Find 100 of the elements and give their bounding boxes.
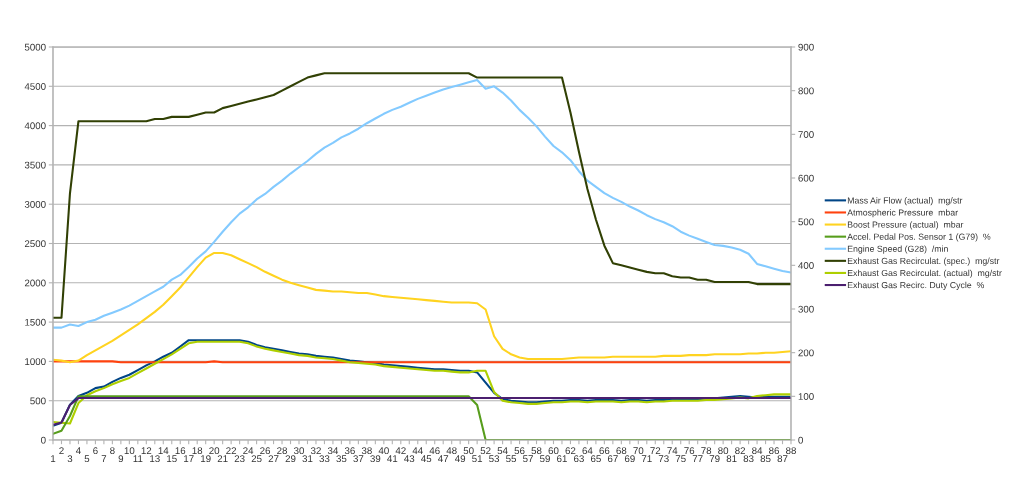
x-tick-label: 17 <box>184 455 194 462</box>
x-tick-label: 40 <box>378 447 389 455</box>
x-tick-label: 83 <box>743 455 754 463</box>
x-tick-label: 80 <box>718 447 729 455</box>
x-tick-label: 4 <box>75 447 81 454</box>
x-tick-label: 42 <box>395 447 406 454</box>
y-tick-label: 3000 <box>24 200 46 208</box>
legend-label: Exhaust Gas Recirculat. (spec.) mg/str <box>847 257 1000 266</box>
y2-tick-label: 800 <box>798 87 814 95</box>
x-tick-label: 81 <box>726 455 737 463</box>
y-tick-label: 5000 <box>24 43 46 51</box>
x-tick-label: 84 <box>752 447 763 455</box>
x-tick-label: 44 <box>412 447 423 454</box>
x-tick-label: 86 <box>769 447 780 455</box>
y2-tick-label: 400 <box>798 262 814 269</box>
x-tick-label: 24 <box>243 447 254 454</box>
x-tick-label: 9 <box>118 455 124 463</box>
x-tick-label: 59 <box>539 455 550 463</box>
x-tick-label: 21 <box>217 455 228 462</box>
x-tick-label: 72 <box>650 447 661 454</box>
x-tick-label: 67 <box>607 455 618 463</box>
x-tick-label: 45 <box>421 455 432 463</box>
y-tick-label: 500 <box>30 397 46 405</box>
x-tick-label: 70 <box>633 447 644 455</box>
x-tick-label: 22 <box>226 447 237 454</box>
legend-label: Mass Air Flow (actual) mg/str <box>847 197 963 206</box>
y2-tick-label: 200 <box>798 349 814 357</box>
x-tick-label: 74 <box>667 447 678 454</box>
x-tick-label: 6 <box>93 447 98 455</box>
x-tick-label: 35 <box>336 455 347 463</box>
x-tick-label: 41 <box>387 455 398 462</box>
x-tick-label: 64 <box>582 447 593 455</box>
x-tick-label: 48 <box>446 447 457 455</box>
y-tick-label: 1500 <box>25 318 46 326</box>
x-tick-label: 10 <box>124 447 135 455</box>
x-tick-label: 63 <box>574 455 584 463</box>
x-tick-label: 62 <box>565 447 576 455</box>
y-tick-label: 2000 <box>24 279 46 287</box>
x-tick-label: 18 <box>192 447 203 455</box>
x-tick-label: 23 <box>234 455 245 463</box>
x-tick-label: 61 <box>557 455 567 463</box>
x-tick-label: 66 <box>599 447 610 455</box>
x-tick-label: 5 <box>84 455 90 463</box>
y-tick-label: 0 <box>41 436 46 444</box>
y2-tick-label: 900 <box>798 43 814 51</box>
y-tick-label: 3500 <box>24 161 46 169</box>
x-tick-label: 16 <box>175 447 186 455</box>
x-tick-label: 87 <box>777 455 788 463</box>
y2-tick-label: 700 <box>798 131 814 138</box>
x-tick-label: 8 <box>110 447 115 455</box>
x-tick-label: 29 <box>285 455 296 463</box>
x-tick-label: 34 <box>327 447 339 455</box>
x-tick-label: 11 <box>133 455 143 462</box>
x-tick-label: 26 <box>260 447 271 455</box>
x-tick-label: 46 <box>429 447 440 455</box>
x-tick-label: 88 <box>786 447 796 455</box>
x-tick-label: 51 <box>472 455 483 463</box>
x-tick-label: 13 <box>150 455 160 463</box>
x-tick-label: 1 <box>51 455 56 462</box>
x-tick-label: 38 <box>361 447 372 455</box>
x-tick-label: 58 <box>531 447 542 455</box>
y2-tick-label: 300 <box>798 305 814 313</box>
legend-label: Atmospheric Pressure mbar <box>847 209 958 218</box>
x-tick-label: 56 <box>514 447 525 455</box>
legend-label: Accel. Pedal Pos. Sensor 1 (G79) % <box>847 233 991 242</box>
x-tick-label: 79 <box>709 455 720 463</box>
x-tick-label: 19 <box>201 455 211 463</box>
x-tick-label: 20 <box>209 447 220 455</box>
x-tick-label: 54 <box>497 447 508 455</box>
x-tick-label: 68 <box>616 447 627 455</box>
y-tick-label: 2500 <box>24 240 46 248</box>
x-tick-label: 78 <box>701 447 712 455</box>
x-tick-label: 60 <box>548 447 559 455</box>
x-tick-label: 69 <box>624 455 635 463</box>
y2-tick-label: 0 <box>798 436 803 444</box>
y-tick-label: 4500 <box>24 83 46 90</box>
x-tick-label: 15 <box>167 455 177 463</box>
x-tick-label: 14 <box>158 447 169 454</box>
legend-label: Boost Pressure (actual) mbar <box>847 221 964 230</box>
x-tick-label: 52 <box>480 447 491 455</box>
x-tick-label: 39 <box>370 455 381 463</box>
legend-label: Engine Speed (G28) /min <box>847 245 948 254</box>
y2-tick-label: 100 <box>798 393 814 400</box>
x-tick-label: 33 <box>319 455 330 463</box>
x-tick-label: 30 <box>293 447 305 455</box>
x-tick-label: 2 <box>59 447 64 454</box>
x-tick-label: 76 <box>684 447 695 455</box>
x-tick-label: 65 <box>590 455 601 463</box>
legend-label: Exhaust Gas Recirc. Duty Cycle % <box>847 281 985 290</box>
x-tick-label: 7 <box>101 455 107 462</box>
x-tick-label: 53 <box>489 455 500 463</box>
y-tick-label: 4000 <box>24 122 46 130</box>
x-tick-label: 77 <box>692 455 703 462</box>
x-tick-label: 3 <box>67 455 73 463</box>
y2-tick-label: 600 <box>798 174 814 182</box>
x-tick-label: 47 <box>438 455 449 462</box>
x-tick-label: 73 <box>658 455 669 463</box>
x-tick-label: 43 <box>404 455 415 463</box>
x-tick-label: 55 <box>506 455 517 463</box>
x-tick-label: 31 <box>302 455 313 463</box>
